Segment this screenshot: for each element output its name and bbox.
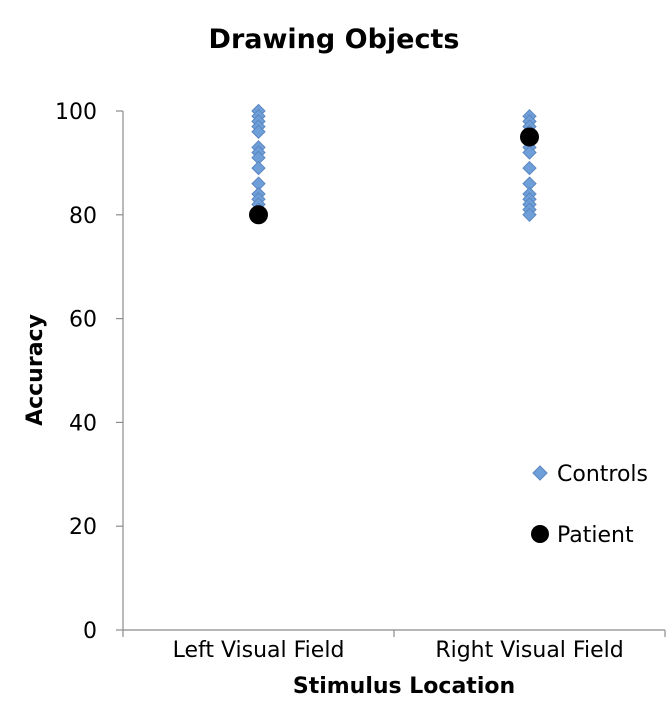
y-axis-label: Accuracy — [23, 314, 48, 426]
patient-point — [249, 205, 268, 225]
data-points — [249, 103, 539, 225]
x-tick-label: Left Visual Field — [173, 638, 345, 663]
controls-point — [251, 160, 266, 176]
y-tick-label: 0 — [83, 619, 97, 644]
patient-point — [520, 127, 539, 147]
controls-point — [522, 207, 537, 223]
y-ticks: 0 20 40 60 80 100 — [55, 100, 123, 644]
legend-controls-marker — [532, 465, 548, 481]
legend-patient-marker — [531, 525, 549, 543]
y-tick-label: 80 — [69, 204, 97, 229]
controls-point — [522, 145, 537, 160]
y-tick-label: 100 — [55, 100, 97, 125]
legend-controls-label: Controls — [557, 462, 648, 487]
axes — [122, 111, 665, 631]
controls-point — [522, 160, 537, 176]
y-tick-label: 20 — [69, 515, 97, 540]
y-tick-label: 60 — [69, 308, 97, 333]
y-tick-label: 40 — [69, 411, 97, 436]
legend: Controls Patient — [531, 462, 648, 548]
x-ticks: Left Visual Field Right Visual Field — [122, 630, 666, 663]
x-tick-label: Right Visual Field — [435, 638, 623, 663]
legend-patient-label: Patient — [557, 523, 634, 548]
x-axis-label: Stimulus Location — [293, 674, 515, 699]
chart-title: Drawing Objects — [209, 24, 460, 55]
controls-point — [251, 124, 266, 139]
